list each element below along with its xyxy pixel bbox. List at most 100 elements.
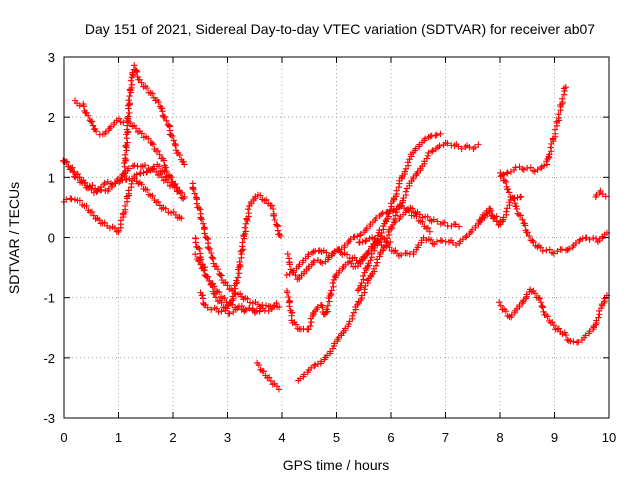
data-point: [125, 165, 133, 172]
y-tick-label: 2: [48, 110, 55, 125]
y-axis-label: SDTVAR / TECUs: [6, 182, 22, 294]
data-point: [311, 362, 318, 370]
data-point: [115, 115, 123, 122]
data-point: [241, 224, 249, 231]
data-point: [537, 244, 544, 251]
data-point: [310, 257, 318, 265]
data-point: [89, 122, 97, 129]
data-point: [132, 125, 140, 132]
data-point: [383, 242, 390, 250]
data-point: [305, 251, 312, 258]
data-point: [593, 191, 600, 199]
data-point: [196, 257, 203, 264]
data-point: [362, 238, 369, 245]
data-point: [503, 208, 510, 215]
data-point: [329, 279, 336, 287]
data-point: [201, 230, 208, 237]
data-point: [117, 118, 124, 126]
data-point: [452, 241, 460, 249]
data-point: [513, 205, 520, 213]
data-point: [346, 318, 353, 325]
data-point: [88, 118, 96, 125]
data-point: [452, 221, 459, 228]
data-point: [305, 326, 312, 333]
data-point: [218, 308, 225, 315]
data-point: [170, 137, 177, 144]
data-point: [357, 282, 364, 289]
data-point: [412, 145, 419, 152]
data-point: [562, 331, 570, 339]
data-point: [343, 251, 351, 258]
data-point: [160, 157, 168, 164]
axis-ticks: 0 1 2 3 4 5 6 7 8 9 10 -3 -2 -1 0 1 2 3: [43, 50, 616, 445]
data-point: [586, 327, 593, 335]
data-point: [149, 192, 156, 199]
data-point: [283, 289, 291, 296]
data-point: [378, 229, 385, 237]
data-point: [444, 140, 451, 147]
data-point: [503, 170, 511, 177]
data-point: [517, 193, 525, 200]
data-point: [547, 144, 554, 151]
data-point: [539, 247, 547, 255]
data-point: [403, 249, 411, 257]
y-tick-label: -1: [43, 291, 55, 306]
data-point: [138, 181, 145, 188]
data-point: [277, 232, 285, 240]
data-point: [129, 69, 136, 76]
data-point: [83, 202, 90, 210]
series-arc-j: [253, 359, 283, 393]
data-point: [425, 149, 432, 157]
data-point: [326, 298, 333, 305]
data-point: [586, 236, 593, 243]
data-point: [308, 249, 316, 256]
data-point: [125, 113, 132, 120]
data-point: [363, 237, 370, 244]
data-point: [149, 141, 157, 148]
data-point: [544, 313, 551, 320]
data-point: [551, 126, 559, 133]
data-point: [262, 302, 270, 309]
data-point: [331, 248, 339, 255]
data-point: [260, 368, 267, 375]
data-point: [124, 114, 131, 122]
data-point: [565, 245, 573, 252]
data-point: [372, 262, 380, 270]
data-point: [233, 277, 240, 284]
data-point: [145, 164, 152, 172]
data-point: [496, 299, 503, 306]
data-point: [152, 168, 160, 176]
data-point: [68, 166, 75, 173]
data-point: [372, 214, 380, 222]
data-point: [126, 100, 133, 107]
data-point: [590, 234, 597, 242]
data-point: [190, 186, 197, 193]
data-point: [402, 188, 410, 195]
data-point: [502, 178, 510, 186]
data-point: [207, 306, 215, 313]
data-point: [138, 79, 145, 86]
data-point: [284, 250, 291, 258]
chart-title: Day 151 of 2021, Sidereal Day-to-day VTE…: [85, 21, 595, 37]
data-point: [357, 230, 364, 238]
data-point: [286, 303, 293, 310]
data-point: [534, 166, 541, 174]
data-point: [327, 289, 334, 297]
data-point: [323, 249, 330, 256]
data-point: [504, 169, 511, 176]
data-point: [68, 195, 75, 203]
data-point: [427, 236, 435, 244]
data-point: [318, 259, 326, 267]
series-arc-e: [120, 62, 188, 179]
data-point: [133, 171, 140, 178]
data-point: [354, 287, 362, 294]
data-point: [212, 294, 220, 301]
data-point: [300, 371, 308, 378]
data-point: [161, 113, 169, 121]
data-point: [558, 95, 566, 103]
data-point: [125, 187, 132, 194]
data-point: [83, 109, 90, 116]
data-point: [178, 215, 185, 222]
data-point: [424, 224, 432, 232]
data-point: [462, 234, 469, 241]
